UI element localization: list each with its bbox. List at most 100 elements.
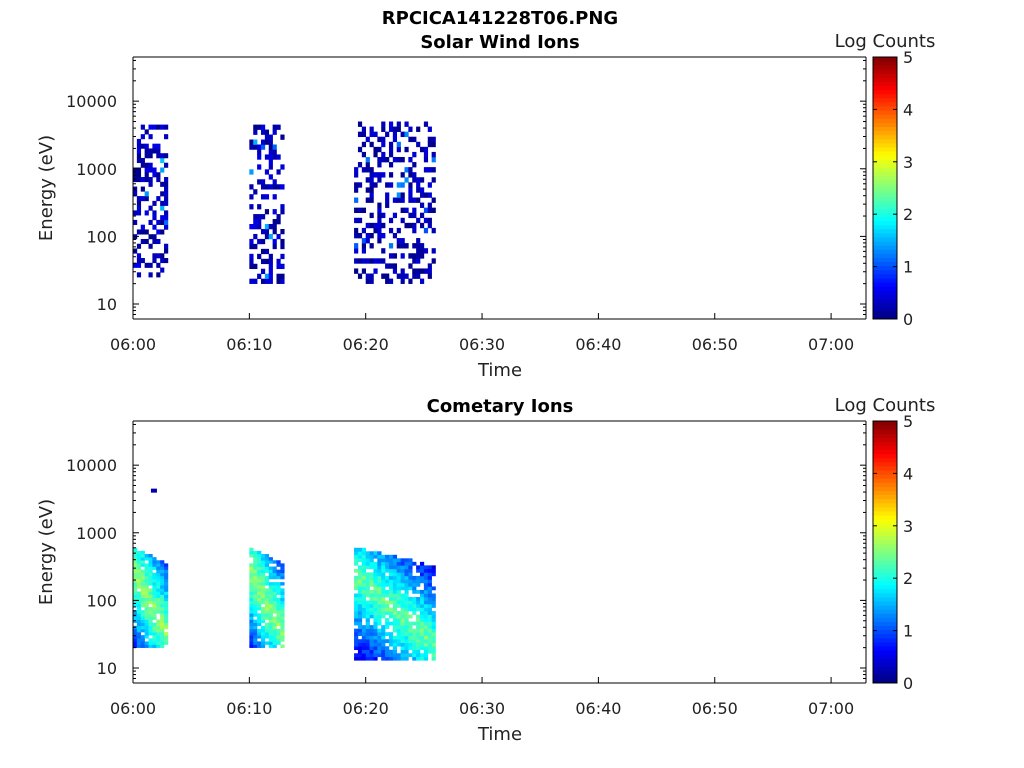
- heatmap-cell: [260, 563, 266, 567]
- heatmap-cell: [404, 639, 409, 644]
- x-tick-label: 06:40: [575, 335, 621, 354]
- heatmap-cell: [152, 613, 157, 617]
- heatmap-cell: [133, 603, 138, 608]
- heatmap-cell: [268, 603, 273, 608]
- heatmap-cell: [276, 258, 281, 265]
- heatmap-cell: [144, 610, 149, 614]
- heatmap-cell: [388, 146, 394, 153]
- heatmap-cell: [268, 273, 273, 279]
- colorbar-swatch: [873, 278, 897, 283]
- heatmap-cell: [373, 628, 378, 633]
- heatmap-cell: [276, 124, 281, 130]
- heatmap-cell: [357, 628, 363, 633]
- heatmap-cell: [369, 656, 374, 661]
- colorbar-swatch: [873, 306, 897, 312]
- heatmap-cell: [156, 148, 161, 154]
- heatmap-cell: [280, 603, 285, 608]
- heatmap-cell: [144, 210, 149, 216]
- heatmap-cell: [260, 628, 266, 633]
- heatmap-cell: [280, 619, 285, 623]
- heatmap-cell: [361, 547, 366, 552]
- heatmap-cell: [357, 604, 363, 608]
- heatmap-cell: [381, 604, 386, 608]
- heatmap-cell: [144, 153, 149, 159]
- heatmap-cell: [354, 568, 359, 573]
- heatmap-cell: [357, 642, 363, 647]
- heatmap-cell: [280, 600, 285, 605]
- heatmap-cell: [416, 597, 421, 601]
- heatmap-cell: [400, 558, 405, 563]
- heatmap-cell: [260, 258, 266, 265]
- heatmap-cell: [385, 554, 390, 559]
- heatmap-cell: [272, 628, 277, 633]
- heatmap-cell: [164, 603, 169, 608]
- colorbar-swatch: [873, 429, 897, 434]
- heatmap-cell: [377, 565, 382, 570]
- heatmap-cell: [377, 621, 382, 626]
- heatmap-cell: [427, 604, 432, 608]
- heatmap-cell: [249, 641, 254, 645]
- heatmap-cell: [144, 607, 149, 611]
- heatmap-cell: [160, 622, 165, 627]
- heatmap-cell: [412, 639, 417, 644]
- heatmap-cell: [272, 194, 277, 200]
- heatmap-cell: [373, 151, 378, 158]
- heatmap-cell: [260, 129, 266, 135]
- heatmap-cell: [427, 582, 432, 587]
- heatmap-area: 06:00 06:10 06:20 06:30 06:40 06:50 07:0010100…: [66, 56, 867, 354]
- heatmap-cell: [400, 604, 405, 608]
- heatmap-cell: [253, 557, 258, 561]
- heatmap-cell: [148, 622, 153, 627]
- heatmap-cell: [260, 194, 266, 200]
- heatmap-cell: [400, 639, 405, 644]
- heatmap-cell: [416, 217, 421, 224]
- heatmap-cell: [164, 641, 169, 645]
- heatmap-cell: [381, 611, 386, 615]
- heatmap-cell: [369, 177, 374, 183]
- heatmap-cell: [133, 563, 138, 567]
- heatmap-cell: [160, 566, 165, 570]
- heatmap-cell: [419, 568, 425, 573]
- heatmap-cell: [148, 219, 153, 225]
- heatmap-cell: [388, 575, 394, 580]
- heatmap-cell: [136, 563, 142, 567]
- heatmap-cell: [164, 635, 169, 639]
- heatmap-cell: [412, 151, 417, 158]
- heatmap-cell: [416, 258, 421, 264]
- colorbar-swatch: [873, 564, 897, 569]
- heatmap-cell: [140, 162, 145, 168]
- heatmap-cell: [257, 124, 262, 130]
- heatmap-cell: [412, 611, 417, 615]
- heatmap-cell: [260, 268, 266, 275]
- heatmap-cell: [152, 253, 157, 259]
- heatmap-cell: [264, 616, 270, 620]
- heatmap-cell: [431, 568, 436, 573]
- heatmap-cell: [164, 619, 169, 623]
- colorbar-swatch: [873, 494, 897, 500]
- heatmap-cell: [272, 635, 277, 639]
- heatmap-cell: [257, 149, 262, 155]
- heatmap-cell: [412, 207, 417, 214]
- heatmap-cell: [388, 253, 394, 259]
- heatmap-cell: [373, 258, 378, 264]
- heatmap-cell: [404, 589, 409, 594]
- colorbar-swatch: [873, 310, 897, 316]
- heatmap-cell: [264, 635, 270, 639]
- heatmap-cell: [361, 268, 366, 274]
- heatmap-cell: [377, 582, 382, 587]
- heatmap-cell: [354, 197, 359, 203]
- heatmap-cell: [136, 554, 142, 558]
- heatmap-cell: [136, 582, 142, 586]
- heatmap-cell: [253, 129, 258, 135]
- heatmap-cell: [140, 124, 145, 130]
- heatmap-cell: [423, 597, 429, 601]
- heatmap-cell: [140, 557, 145, 561]
- heatmap-cell: [369, 635, 374, 640]
- heatmap-cell: [381, 632, 386, 636]
- colorbar-swatch: [873, 609, 897, 614]
- heatmap-cell: [431, 621, 436, 626]
- y-axis-label: Energy (eV): [36, 135, 57, 241]
- heatmap-cell: [365, 618, 370, 622]
- heatmap-cell: [396, 575, 401, 580]
- heatmap-cell: [140, 554, 145, 558]
